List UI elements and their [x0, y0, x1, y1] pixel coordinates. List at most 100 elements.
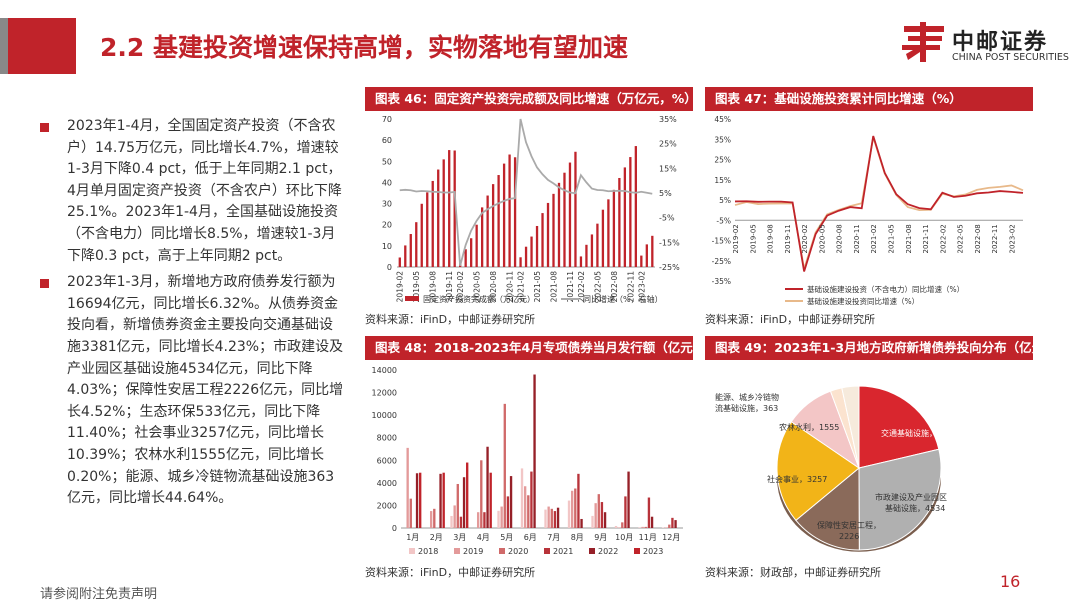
y-right-tick-label: 15% [659, 164, 677, 173]
bar-fixed-asset-investment [486, 195, 489, 267]
legend-label-line: 同比增速（%，右轴） [583, 294, 663, 304]
bar-2020 [597, 494, 600, 528]
bar-2022 [486, 446, 489, 528]
bar-fixed-asset-investment [415, 222, 418, 267]
y-tick-label: 15% [714, 176, 731, 185]
panel-chart-48: 图表 48：2018-2023年4月专项债券当月发行额（亿元） 0 2000 400… [365, 336, 705, 580]
bar-fixed-asset-investment [502, 163, 506, 267]
bar-2020 [433, 508, 436, 528]
bar-2022 [650, 516, 654, 528]
bar-2023 [419, 472, 422, 528]
bar-2019 [641, 526, 644, 528]
panel-source: 资料来源：iFinD，中邮证券研究所 [365, 566, 536, 579]
disclaimer-note[interactable]: 请参阅附注免责声明 [40, 587, 158, 602]
bar-fixed-asset-investment [596, 223, 599, 267]
bar-fixed-asset-investment [442, 159, 445, 267]
bar-fixed-asset-investment [398, 257, 401, 267]
x-tick-label: 2020-11 [853, 224, 861, 253]
y-tick-label: 4000 [377, 479, 397, 488]
pie-label: 交通基础设施，3381 [881, 428, 957, 438]
x-tick-label: 2022-08 [610, 271, 619, 303]
bar-2018 [638, 527, 641, 528]
legend-swatch [544, 548, 550, 554]
x-tick-label: 2021-05 [888, 224, 896, 253]
bullet-item: 2023年1-4月，全国固定资产投资（不含农户）14.75万亿元，同比增长4.7… [40, 116, 345, 267]
y-tick-label: 12000 [372, 389, 397, 398]
x-tick-label: 2019-08 [429, 271, 438, 303]
page-number: 16 [1000, 572, 1021, 591]
bar-fixed-asset-investment [651, 235, 654, 267]
legend-swatch [454, 548, 460, 554]
y-right-tick-label: 5% [659, 189, 672, 198]
x-tick-label: 2019-05 [412, 271, 421, 303]
panel-title: 图表 46：固定资产投资完成额及同比增速（万亿元，%） [365, 87, 697, 111]
y-left-tick-label: 10 [382, 242, 392, 251]
bar-2018 [591, 515, 594, 528]
panel-source: 资料来源：iFinD，中邮证券研究所 [705, 313, 876, 326]
legend-label: 2018 [418, 547, 438, 556]
bar-2019 [476, 512, 480, 528]
bar-fixed-asset-investment [618, 177, 621, 267]
bullet-text: 2023年1-3月，新增地方政府债券发行额为16694亿元，同比增长6.32%。… [67, 274, 344, 507]
bar-fixed-asset-investment [590, 234, 594, 267]
title-accent-bar [0, 18, 76, 74]
x-tick-label: 2月 [430, 533, 443, 542]
bar-2018 [520, 468, 524, 528]
y-tick-label: 0 [392, 524, 397, 533]
company-logo: 中邮证券 CHINA POST SECURITIES [900, 22, 1070, 66]
bar-fixed-asset-investment [508, 154, 511, 267]
bar-2018 [497, 510, 500, 528]
bar-2022 [462, 477, 466, 528]
bar-2023 [466, 462, 469, 528]
x-tick-label: 3月 [453, 533, 466, 542]
x-tick-label: 2020-02 [801, 224, 809, 253]
panel-chart-49: 图表 49：2023年1-3月地方政府新增债券投向分布（亿元） 交通基础设施，3… [705, 336, 1057, 580]
y-tick-label: 5% [719, 196, 731, 205]
bar-2022 [415, 473, 419, 528]
pie-slice [795, 466, 860, 551]
legend-label: 2021 [553, 547, 573, 556]
bar-2021 [671, 517, 674, 528]
bar-fixed-asset-investment [464, 249, 467, 267]
bar-2021 [553, 511, 557, 528]
x-tick-label: 2020-08 [489, 271, 498, 303]
bar-fixed-asset-investment [426, 192, 429, 267]
bar-2020 [644, 526, 647, 528]
x-tick-label: 2022-11 [626, 271, 635, 303]
bar-fixed-asset-investment [568, 162, 572, 267]
y-left-tick-label: 40 [382, 178, 392, 187]
bar-2020 [527, 495, 530, 528]
x-tick-label: 2022-02 [939, 224, 947, 253]
bar-fixed-asset-investment [524, 246, 528, 267]
x-tick-label: 2019-11 [445, 271, 454, 303]
bar-fixed-asset-investment [404, 245, 407, 267]
bar-2018 [567, 500, 571, 528]
x-tick-label: 2022-02 [577, 271, 586, 303]
y-left-tick-label: 50 [382, 157, 392, 166]
bar-fixed-asset-investment [431, 180, 434, 267]
legend-label: 2020 [508, 547, 528, 556]
bar-2020 [550, 508, 553, 528]
bar-fixed-asset-investment [453, 150, 456, 267]
x-tick-label: 2021-08 [549, 271, 558, 303]
y-left-tick-label: 0 [387, 263, 392, 272]
bar-2022 [603, 512, 607, 528]
bar-2022 [580, 518, 583, 528]
bar-fixed-asset-investment [607, 199, 610, 267]
bar-2021 [577, 473, 580, 528]
bar-2022 [509, 476, 513, 528]
bar-2018 [614, 525, 618, 528]
x-tick-label: 2020-05 [473, 271, 482, 303]
x-tick-label: 4月 [477, 533, 490, 542]
bullet-text: 2023年1-4月，全国固定资产投资（不含农户）14.75万亿元，同比增长4.7… [67, 118, 342, 264]
bar-2021 [624, 496, 627, 528]
bar-2021 [530, 471, 533, 528]
bullet-list: 2023年1-4月，全国固定资产投资（不含农户）14.75万亿元，同比增长4.7… [40, 116, 345, 515]
bar-fixed-asset-investment [409, 234, 412, 267]
bar-fixed-asset-investment [491, 184, 495, 267]
bar-2018 [544, 509, 547, 528]
y-right-tick-label: -25% [659, 263, 680, 272]
x-tick-label: 5月 [500, 533, 513, 542]
bar-fixed-asset-investment [640, 255, 643, 267]
bar-fixed-asset-investment [546, 202, 550, 267]
